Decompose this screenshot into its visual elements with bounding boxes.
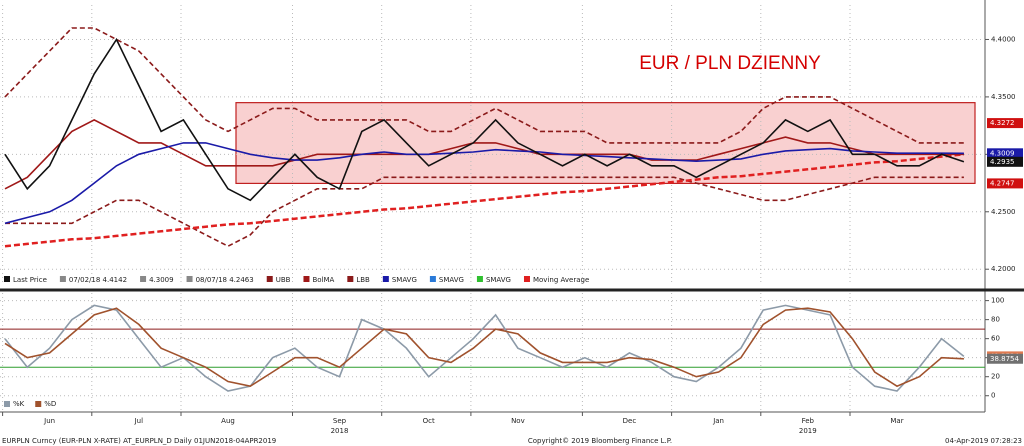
series-line: [4, 307, 964, 388]
value-tag-label: 4.3009: [990, 149, 1015, 157]
legend-swatch: [35, 401, 42, 407]
y-tick-label: 80: [991, 316, 1000, 324]
legend-label: BolMA: [312, 276, 334, 284]
series-line: [4, 37, 965, 202]
x-tick-label: Oct: [423, 417, 435, 425]
legend-label: %K: [13, 400, 25, 408]
y-tick-label: 100: [991, 297, 1004, 305]
legend-swatch: [303, 276, 310, 282]
footer-left: EURPLN Curncy (EUR-PLN X-RATE) AT_EURPLN…: [2, 437, 276, 445]
year-label: 2019: [799, 427, 817, 435]
legend-label: LBB: [356, 276, 370, 284]
footer-center: Copyright© 2019 Bloomberg Finance L.P.: [528, 437, 672, 445]
year-label: 2018: [331, 427, 349, 435]
x-tick-label: Sep: [333, 417, 347, 425]
x-tick-label: Dec: [623, 417, 637, 425]
legend-swatch: [523, 276, 530, 282]
legend-swatch: [4, 276, 10, 282]
y-tick-label: 4.2000: [991, 265, 1016, 273]
value-tag-label: 38.8754: [990, 355, 1019, 363]
y-tick-label: 20: [991, 373, 1000, 381]
legend-label: 08/07/18 4.2463: [196, 276, 254, 284]
annotation: EUR / PLN DZIENNY: [639, 53, 821, 74]
value-tag-label: 4.2935: [990, 158, 1015, 166]
legend-label: 07/02/18 4.4142: [69, 276, 127, 284]
x-tick-label: Jul: [134, 417, 144, 425]
value-tag: [987, 156, 1023, 167]
series-line: [4, 153, 965, 248]
series-line: [5, 176, 964, 248]
legend-swatch: [186, 276, 193, 282]
value-tag: [987, 178, 1023, 189]
x-tick-label: Aug: [221, 417, 235, 425]
legend-label: SMAVG: [392, 276, 417, 284]
series-line: [4, 27, 964, 144]
y-tick-label: 4.4000: [991, 35, 1016, 43]
series-line: [4, 142, 964, 225]
legend-label: SMAVG: [486, 276, 511, 284]
value-tag-label: 4.3272: [990, 119, 1015, 127]
legend-label: UBB: [276, 276, 291, 284]
legend-swatch: [59, 276, 66, 282]
x-tick-label: Mar: [890, 417, 903, 425]
legend-swatch: [347, 276, 354, 282]
legend-label: 4.3009: [149, 276, 174, 284]
legend-label: %D: [44, 400, 56, 408]
legend-swatch: [140, 276, 147, 282]
legend-swatch: [429, 276, 436, 282]
value-tag: [987, 148, 1023, 159]
footer-right: 04-Apr-2019 07:28:23: [945, 437, 1022, 445]
x-tick-label: Jan: [712, 417, 724, 425]
value-tag: [987, 353, 1023, 364]
series-line: [4, 118, 964, 190]
value-tag: [987, 118, 1023, 129]
legend-swatch: [476, 276, 483, 282]
y-tick-label: 4.2500: [991, 208, 1016, 216]
y-tick-label: 4.3500: [991, 93, 1016, 101]
legend-label: Moving Average: [533, 276, 589, 284]
legend-swatch: [4, 401, 10, 407]
legend-swatch: [266, 276, 273, 282]
y-tick-label: 60: [991, 335, 1000, 343]
legend-label: SMAVG: [439, 276, 464, 284]
y-tick-label: 0: [991, 392, 995, 400]
x-tick-label: Nov: [511, 417, 525, 425]
value-tag-label: 4.2747: [990, 179, 1015, 187]
x-tick-label: Feb: [802, 417, 815, 425]
x-tick-label: Jun: [43, 417, 55, 425]
legend-swatch: [382, 276, 389, 282]
legend-label: Last Price: [13, 276, 47, 284]
channel: [235, 102, 976, 185]
